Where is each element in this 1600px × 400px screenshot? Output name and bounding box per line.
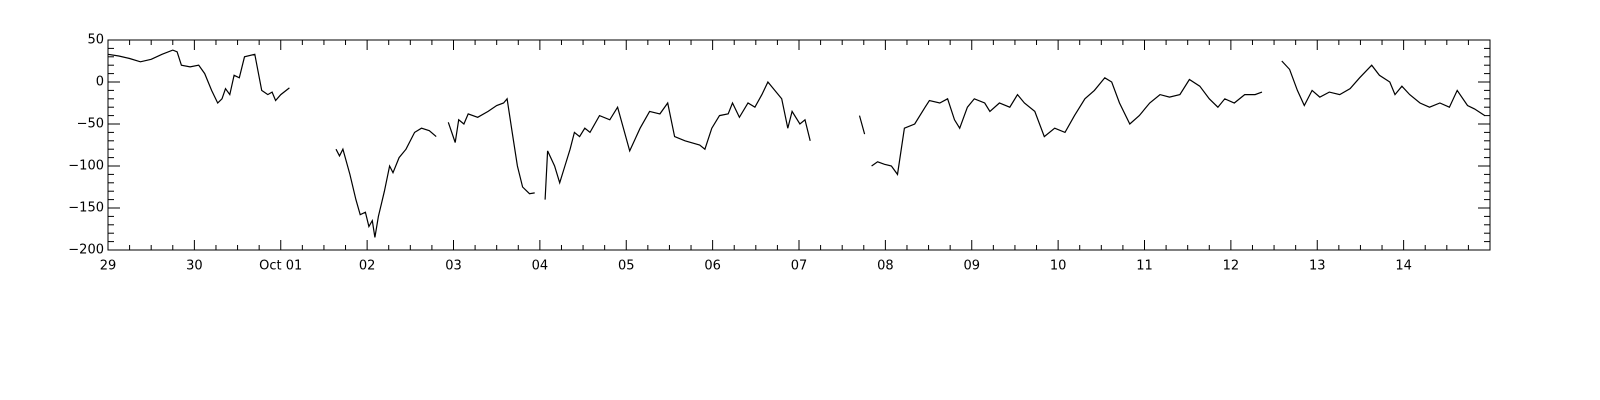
x-tick-label: 04 [532, 259, 549, 274]
x-tick-label: 05 [618, 259, 635, 274]
x-tick-label: 07 [791, 259, 808, 274]
x-tick-label: 02 [359, 259, 376, 274]
x-tick-label: 11 [1136, 259, 1153, 274]
y-tick-label: 50 [87, 33, 104, 48]
x-tick-label: 10 [1050, 259, 1067, 274]
plot-frame [107, 39, 1491, 251]
x-tick-label: 13 [1309, 259, 1326, 274]
y-tick-label: 0 [96, 75, 104, 90]
x-tick-label: 12 [1223, 259, 1240, 274]
data-line [107, 49, 1486, 238]
x-tick-label: 30 [186, 259, 203, 274]
y-tick-label: −100 [68, 159, 104, 174]
y-tick-label: −150 [68, 201, 104, 216]
x-tick-label: 03 [445, 259, 462, 274]
x-tick-label: 29 [100, 259, 117, 274]
x-tick-label: 09 [963, 259, 980, 274]
y-tick-label: −50 [77, 117, 104, 132]
x-tick-label: 08 [877, 259, 894, 274]
x-tick-label: Oct 01 [259, 259, 302, 274]
x-tick-label: 14 [1395, 259, 1412, 274]
x-tick-label: 06 [704, 259, 721, 274]
y-tick-label: −200 [68, 243, 104, 258]
